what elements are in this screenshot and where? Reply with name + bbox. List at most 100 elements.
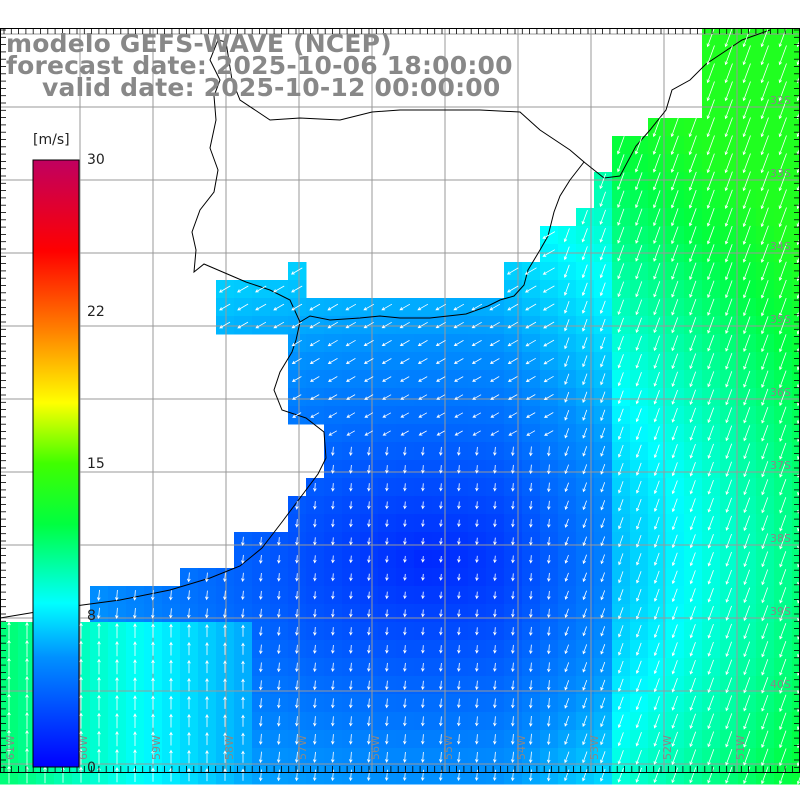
wind-arrow xyxy=(564,428,570,439)
wind-arrow xyxy=(671,767,679,784)
wind-arrow xyxy=(205,714,209,728)
wind-arrow xyxy=(635,462,642,476)
wind-arrow xyxy=(779,587,787,604)
wind-arrow xyxy=(779,497,787,514)
wind-arrow xyxy=(291,321,303,329)
wind-arrow xyxy=(258,769,263,782)
wind-arrow xyxy=(563,282,570,296)
wind-arrow xyxy=(671,389,678,405)
wind-arrow xyxy=(313,716,317,727)
wind-arrow xyxy=(349,698,353,709)
wind-arrow xyxy=(525,357,536,365)
wind-arrow xyxy=(151,695,155,710)
wind-arrow xyxy=(617,696,624,711)
wind-arrow xyxy=(511,464,515,474)
wind-arrow xyxy=(367,555,371,564)
wind-arrow xyxy=(313,680,317,691)
wind-arrow xyxy=(241,678,245,691)
wind-arrow xyxy=(403,591,407,600)
wind-arrow xyxy=(760,153,769,174)
wind-arrow xyxy=(290,267,303,275)
colorbar-tick: 8 xyxy=(87,608,96,624)
wind-arrow xyxy=(403,698,407,709)
wind-arrow xyxy=(421,627,425,636)
wind-arrow xyxy=(529,662,533,673)
wind-arrow xyxy=(725,641,732,657)
wind-arrow xyxy=(707,731,715,748)
wind-arrow xyxy=(779,569,787,586)
wind-arrow xyxy=(600,445,606,457)
wind-arrow xyxy=(259,698,263,709)
wind-arrow xyxy=(237,321,249,329)
wind-arrow xyxy=(439,537,443,545)
wind-arrow xyxy=(547,644,551,655)
lat-label: 33S xyxy=(770,167,791,180)
wind-arrow xyxy=(761,533,769,550)
wind-arrow xyxy=(403,555,407,563)
wind-arrow xyxy=(778,225,787,246)
wind-arrow xyxy=(291,285,303,293)
wind-arrow xyxy=(349,751,353,763)
wind-arrow xyxy=(399,358,410,364)
wind-arrow xyxy=(707,461,714,477)
wind-arrow xyxy=(761,388,769,406)
wind-arrow xyxy=(223,642,227,655)
wind-arrow xyxy=(475,591,479,600)
wind-arrow xyxy=(671,317,679,334)
wind-arrow xyxy=(671,498,678,513)
wind-arrow xyxy=(310,412,320,418)
wind-arrow xyxy=(313,733,317,745)
wind-cell xyxy=(792,226,800,245)
wind-arrow xyxy=(453,340,464,346)
wind-cell xyxy=(792,172,800,191)
wind-arrow xyxy=(742,153,751,174)
wind-arrow xyxy=(259,590,263,600)
wind-arrow xyxy=(511,733,515,745)
wind-arrow xyxy=(635,226,643,244)
wind-arrow xyxy=(688,153,697,173)
wind-arrow xyxy=(724,99,733,120)
wind-arrow xyxy=(349,627,353,636)
wind-arrow xyxy=(258,751,263,764)
wind-arrow xyxy=(671,660,678,675)
wind-arrow xyxy=(223,608,227,619)
wind-arrow xyxy=(653,714,660,729)
wind-arrow xyxy=(349,537,353,546)
wind-arrow xyxy=(689,606,696,621)
wind-arrow xyxy=(475,555,479,564)
wind-arrow xyxy=(309,376,320,382)
wind-arrow xyxy=(438,769,443,782)
wind-arrow xyxy=(653,767,660,783)
wind-arrow xyxy=(600,661,606,673)
wind-arrow xyxy=(564,572,569,582)
wind-arrow xyxy=(151,641,155,656)
wind-cell xyxy=(792,424,800,443)
wind-arrow xyxy=(367,751,371,763)
wind-cell xyxy=(792,676,800,695)
wind-arrow xyxy=(724,81,733,102)
wind-arrow xyxy=(547,572,551,582)
wind-arrow xyxy=(617,714,624,729)
wind-arrow xyxy=(25,747,29,766)
wind-arrow xyxy=(97,694,101,711)
wind-arrow xyxy=(223,590,227,601)
wind-arrow xyxy=(525,394,536,400)
wind-arrow xyxy=(367,645,371,654)
wind-arrow xyxy=(706,99,715,120)
wind-arrow xyxy=(761,461,769,478)
wind-arrow xyxy=(635,335,642,351)
wind-arrow xyxy=(79,730,83,747)
wind-arrow xyxy=(507,358,518,365)
wind-arrow xyxy=(456,769,461,782)
wind-arrow xyxy=(543,321,555,329)
wind-arrow xyxy=(457,751,461,763)
wind-arrow xyxy=(636,606,642,620)
wind-arrow xyxy=(259,554,263,564)
wind-arrow xyxy=(276,769,281,782)
wind-arrow xyxy=(295,680,299,691)
wind-arrow xyxy=(255,321,267,329)
wind-arrow xyxy=(457,501,461,510)
wind-arrow xyxy=(653,226,661,244)
wind-arrow xyxy=(779,406,787,424)
wind-arrow xyxy=(582,446,588,457)
